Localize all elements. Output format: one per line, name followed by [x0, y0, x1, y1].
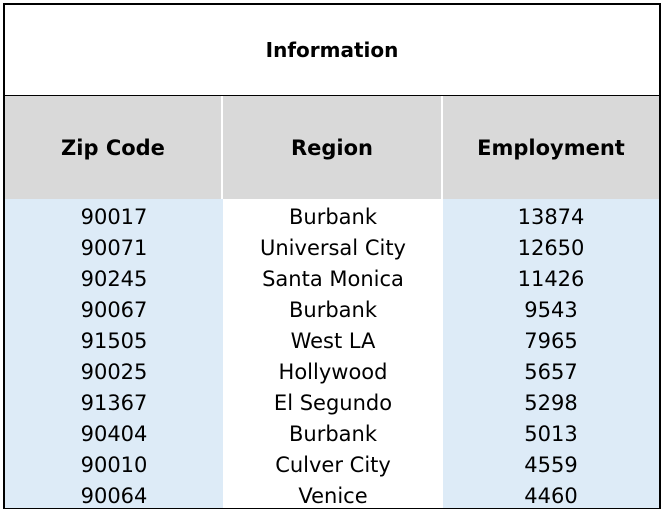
employment-cell: 12650 — [517, 236, 585, 260]
zip-code-cell: 90071 — [80, 236, 148, 260]
table-body: 90017 90071 90245 90067 91505 90025 91367 90404… — [5, 199, 659, 508]
employment-cell: 7965 — [524, 329, 578, 353]
region-cell: Hollywood — [278, 360, 388, 384]
zip-code-cell: 90025 — [80, 360, 148, 384]
region-cell: Culver City — [275, 453, 391, 477]
zip-code-cell: 90064 — [80, 484, 148, 508]
zip-code-cell: 91367 — [80, 391, 148, 415]
employment-cell: 5298 — [524, 391, 578, 415]
employment-cell: 11426 — [517, 267, 585, 291]
zip-code-cell: 91505 — [80, 329, 148, 353]
header-row: Zip Code Region Employment — [5, 96, 659, 199]
region-cell: Santa Monica — [262, 267, 404, 291]
region-cell: Burbank — [288, 422, 378, 446]
employment-cell: 5013 — [524, 422, 578, 446]
employment-column: 13874 12650 11426 9543 7965 5657 5298 5013 4559 4… — [443, 199, 659, 508]
zip-code-cell: 90067 — [80, 298, 148, 322]
information-table: Information Zip Code Region Employment 9… — [3, 3, 661, 509]
employment-cell: 13874 — [517, 205, 585, 229]
employment-cell: 9543 — [524, 298, 578, 322]
region-cell: West LA — [290, 329, 376, 353]
zip-code-cell: 90404 — [80, 422, 148, 446]
region-column: Burbank Universal City Santa Monica Burbank… — [223, 199, 443, 508]
zip-code-cell: 90245 — [80, 267, 148, 291]
region-cell: Universal City — [260, 236, 406, 260]
employment-cell: 4460 — [524, 484, 578, 508]
region-cell: El Segundo — [273, 391, 393, 415]
region-cell: Venice — [298, 484, 368, 508]
employment-cell: 4559 — [524, 453, 578, 477]
region-cell: Burbank — [288, 298, 378, 322]
header-employment: Employment — [477, 135, 625, 160]
zip-code-cell: 90010 — [80, 453, 148, 477]
employment-cell: 5657 — [524, 360, 578, 384]
region-cell: Burbank — [288, 205, 378, 229]
table-title: Information — [5, 5, 659, 96]
zip-code-cell: 90017 — [80, 205, 148, 229]
zip-code-column: 90017 90071 90245 90067 91505 90025 91367 90404… — [5, 199, 223, 508]
header-region: Region — [223, 96, 443, 199]
header-zip-code: Zip Code — [5, 96, 223, 199]
